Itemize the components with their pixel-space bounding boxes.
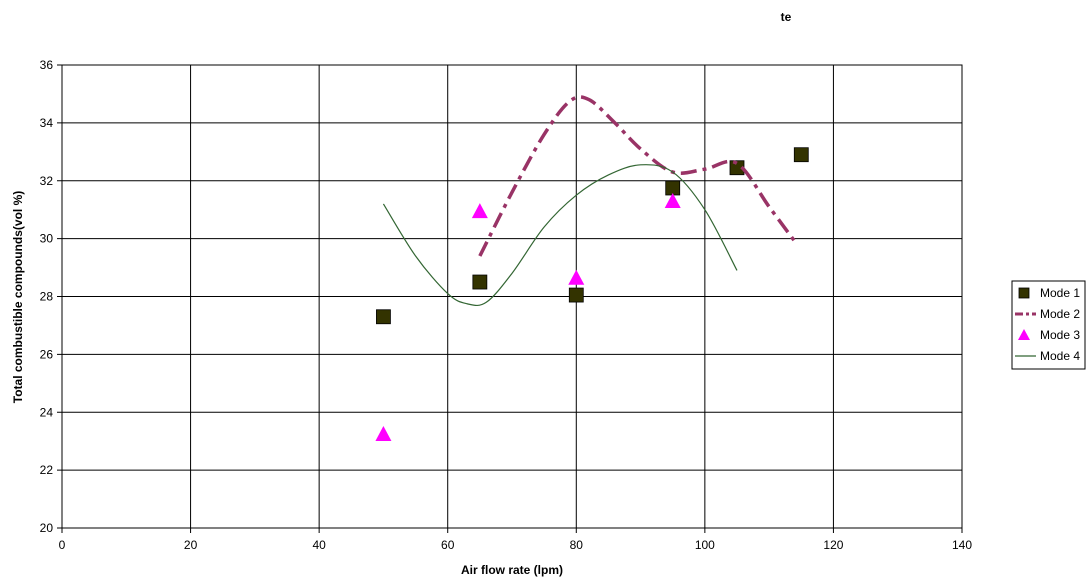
y-tick-label: 30 — [40, 232, 54, 246]
x-axis: 0 20 40 60 80 100 120 140 — [59, 528, 973, 552]
series-line — [383, 165, 737, 306]
x-tick-label: 100 — [695, 538, 715, 552]
grid — [62, 65, 962, 528]
legend-label: Mode 3 — [1040, 328, 1080, 342]
series-layer — [375, 97, 808, 441]
x-tick-label: 0 — [59, 538, 66, 552]
data-point — [375, 426, 391, 441]
legend: Mode 1 Mode 2 Mode 3 Mode 4 — [1012, 281, 1085, 369]
y-tick-label: 32 — [40, 174, 54, 188]
data-point — [376, 310, 390, 324]
legend-label: Mode 1 — [1040, 286, 1080, 300]
data-point — [569, 288, 583, 302]
x-axis-title: Air flow rate (lpm) — [461, 563, 563, 577]
y-tick-label: 28 — [40, 290, 54, 304]
legend-swatch — [1019, 288, 1029, 298]
data-point — [473, 275, 487, 289]
y-axis-title: Total combustible compounds(vol %) — [11, 191, 25, 403]
x-tick-label: 80 — [570, 538, 584, 552]
series-1 — [376, 148, 808, 324]
x-tick-label: 20 — [184, 538, 198, 552]
series-3 — [375, 193, 680, 441]
x-tick-label: 120 — [823, 538, 843, 552]
series-line — [480, 97, 795, 256]
series-2 — [480, 97, 795, 256]
data-point — [568, 270, 584, 285]
y-axis: 20 22 24 26 28 30 32 34 36 — [40, 58, 62, 535]
y-tick-label: 26 — [40, 347, 54, 361]
data-point — [472, 203, 488, 218]
data-point — [794, 148, 808, 162]
legend-label: Mode 4 — [1040, 349, 1080, 363]
data-point — [666, 181, 680, 195]
y-tick-label: 20 — [40, 521, 54, 535]
legend-label: Mode 2 — [1040, 307, 1080, 321]
x-tick-label: 40 — [312, 538, 326, 552]
legend-item: Mode 1 — [1019, 286, 1080, 300]
x-tick-label: 60 — [441, 538, 455, 552]
y-tick-label: 22 — [40, 463, 54, 477]
y-tick-label: 36 — [40, 58, 54, 72]
chart-title: te — [781, 10, 792, 24]
y-tick-label: 34 — [40, 116, 54, 130]
series-4 — [383, 165, 737, 306]
y-tick-label: 24 — [40, 405, 54, 419]
x-tick-label: 140 — [952, 538, 972, 552]
